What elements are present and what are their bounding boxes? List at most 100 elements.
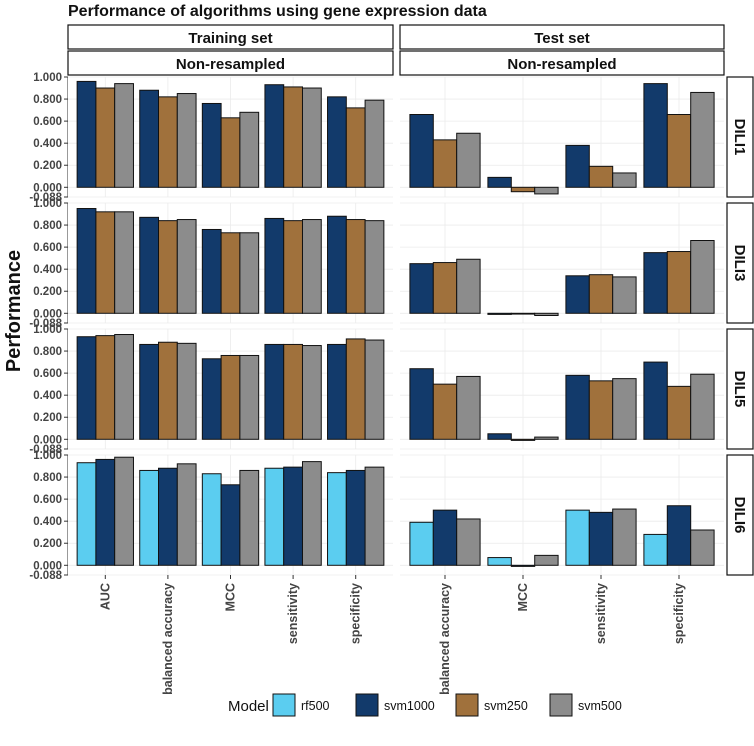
bar-DILI6-balanced-accuracy-rf500	[409, 521, 434, 566]
bar-DILI6-AUC-svm1000	[95, 458, 116, 566]
bar-DILI5-balanced-accuracy-svm1000	[139, 343, 160, 440]
panel-DILI5-training	[68, 328, 393, 450]
y-tick-label: 0.200	[33, 286, 62, 298]
strip-title: Test set	[534, 30, 590, 47]
y-tick-label: 0.800	[33, 472, 62, 484]
legend-swatch	[455, 693, 479, 717]
panel-DILI1-training	[68, 76, 393, 198]
bar-DILI3-balanced-accuracy-svm500	[456, 258, 481, 314]
facet-row-DILI1: 1.000 0.800 0.600 0.400 0.200 0.000-0.088 DILI…	[29, 72, 754, 204]
bar-DILI5-MCC-svm250	[510, 438, 536, 441]
row-strip-box	[726, 76, 754, 198]
bar-DILI5-AUC-svm1000	[76, 336, 97, 440]
bar-DILI6-sensitivity-svm500	[301, 461, 322, 566]
y-tick-label: 1.000	[33, 324, 62, 336]
x-tick-label: specificity	[672, 583, 686, 644]
row-strip-box	[726, 202, 754, 324]
bar-DILI6-MCC-svm1000	[220, 484, 241, 566]
bar-DILI6-AUC-svm500	[114, 456, 134, 566]
bar-DILI6-sensitivity-svm1000	[283, 466, 303, 566]
bar-DILI6-sensitivity-svm1000	[588, 511, 614, 566]
bar-DILI3-balanced-accuracy-svm500	[176, 219, 197, 314]
row-strip-label: DILI1	[731, 119, 748, 156]
bar-DILI3-sensitivity-svm250	[283, 220, 303, 314]
y-tick-label: 0.400	[33, 516, 62, 528]
legend-swatch	[355, 693, 379, 717]
bar-DILI5-sensitivity-svm1000	[565, 374, 590, 440]
panel-DILI1-test	[400, 76, 724, 198]
bar-DILI3-specificity-svm250	[666, 251, 692, 314]
column-header-1: Test set Non-resampled	[399, 24, 725, 76]
bar-DILI6-balanced-accuracy-svm1000	[432, 509, 458, 566]
bar-DILI3-AUC-svm250	[95, 211, 116, 314]
bar-DILI3-sensitivity-svm250	[588, 274, 614, 314]
y-tick-label: 0.000	[33, 434, 62, 446]
y-tick-label: 0.000	[33, 308, 62, 320]
bar-DILI1-balanced-accuracy-svm250	[158, 96, 178, 188]
y-tick-label: 0.800	[33, 94, 62, 106]
bar-DILI5-balanced-accuracy-svm500	[176, 342, 197, 440]
row-strip-box	[726, 328, 754, 450]
y-tick-label: 0.200	[33, 538, 62, 550]
panel-DILI3-test	[400, 202, 724, 324]
bar-DILI3-MCC-svm250	[510, 312, 536, 315]
bar-DILI1-MCC-svm1000	[201, 102, 222, 188]
bar-DILI3-sensitivity-svm500	[301, 219, 322, 314]
y-tick-label: 1.000	[33, 450, 62, 462]
legend-label: rf500	[301, 699, 330, 713]
bar-DILI6-balanced-accuracy-svm1000	[158, 467, 178, 566]
bar-DILI3-MCC-svm1000	[201, 228, 222, 314]
strip-subtitle: Non-resampled	[176, 56, 285, 73]
facet-row-DILI3: 1.000 0.800 0.600 0.400 0.200 0.000-0.088 DILI…	[29, 198, 754, 330]
bar-DILI5-MCC-svm500	[534, 436, 559, 440]
bar-DILI1-MCC-svm1000	[487, 176, 512, 188]
legend-item-rf500: rf500	[272, 693, 330, 717]
legend-label: svm500	[578, 699, 622, 713]
strip-box	[67, 50, 394, 76]
bar-DILI5-MCC-svm250	[220, 354, 241, 440]
panel-DILI5-test	[400, 328, 724, 450]
bar-DILI1-MCC-svm250	[510, 186, 536, 193]
y-tick-label: 0.400	[33, 138, 62, 150]
strip-box	[67, 24, 394, 50]
bar-DILI1-balanced-accuracy-svm1000	[409, 114, 434, 188]
x-tick-label: sensitivity	[286, 583, 300, 644]
bar-DILI5-AUC-svm250	[95, 335, 116, 440]
bar-DILI1-balanced-accuracy-svm500	[456, 132, 481, 188]
bar-DILI1-balanced-accuracy-svm1000	[139, 89, 160, 188]
x-tick-label: balanced accuracy	[161, 583, 175, 695]
plot-area: Training set Non-resampled Test set Non-res…	[29, 24, 754, 695]
y-tick-label: 0.800	[33, 346, 62, 358]
bar-DILI6-sensitivity-svm500	[612, 508, 637, 566]
bar-DILI6-specificity-rf500	[327, 472, 347, 566]
bar-DILI5-balanced-accuracy-svm500	[456, 375, 481, 440]
bar-DILI1-AUC-svm250	[95, 87, 116, 188]
y-tick-label: 0.600	[33, 242, 62, 254]
y-tick-label: 0.600	[33, 368, 62, 380]
bar-DILI5-MCC-svm1000	[487, 433, 512, 440]
bar-DILI3-specificity-svm250	[345, 219, 366, 314]
bar-DILI3-MCC-svm1000	[487, 312, 512, 315]
legend-item-svm250: svm250	[455, 693, 528, 717]
bar-DILI1-sensitivity-svm250	[283, 86, 303, 188]
bar-DILI3-sensitivity-svm1000	[565, 275, 590, 314]
row-strip-box	[726, 454, 754, 576]
bar-DILI1-specificity-svm1000	[327, 96, 347, 188]
y-tick-label: 0.000	[33, 182, 62, 194]
bar-DILI6-MCC-svm1000	[510, 564, 536, 567]
bar-DILI5-specificity-svm1000	[327, 343, 347, 440]
bar-DILI6-MCC-rf500	[201, 473, 222, 566]
bar-DILI5-MCC-svm1000	[201, 358, 222, 440]
x-tick-label: sensitivity	[594, 583, 608, 644]
strip-box	[399, 50, 725, 76]
bar-DILI3-balanced-accuracy-svm250	[158, 220, 178, 314]
bar-DILI5-specificity-svm500	[364, 339, 385, 440]
y-tick-label: 0.400	[33, 264, 62, 276]
bar-DILI5-sensitivity-svm500	[301, 345, 322, 440]
y-tick-label: 0.600	[33, 494, 62, 506]
strip-box	[399, 24, 725, 50]
legend-label: svm250	[484, 699, 528, 713]
column-header-0: Training set Non-resampled	[67, 24, 394, 76]
bar-DILI5-balanced-accuracy-svm250	[432, 383, 458, 440]
y-tick-label: 0.000	[33, 560, 62, 572]
